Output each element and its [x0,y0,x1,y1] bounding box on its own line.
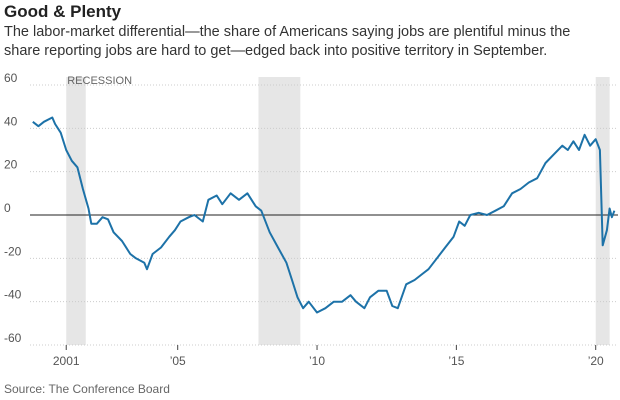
y-tick-label: 40 [4,114,18,128]
y-tick-label: -40 [4,288,22,302]
recession-band [258,77,301,345]
data-line [32,116,616,314]
y-tick-label: -20 [4,244,22,258]
x-tick-label: ’10 [309,354,325,368]
x-tick-label: ’20 [588,354,604,368]
y-tick-label: 20 [4,158,18,172]
x-tick-label: 2001 [53,354,80,368]
y-tick-label: -60 [4,331,22,345]
x-tick-label: ’15 [448,354,464,368]
chart-subtitle: The labor-market differential—the share … [4,24,571,59]
recession-band [66,77,86,345]
y-tick-label: 0 [4,201,11,215]
x-tick-label: ’05 [170,354,186,368]
chart-title: Good & Plenty [4,2,122,21]
annotation: RECESSION [67,75,132,87]
source: Source: The Conference Board [4,382,170,396]
y-tick-label: 60 [4,71,18,85]
